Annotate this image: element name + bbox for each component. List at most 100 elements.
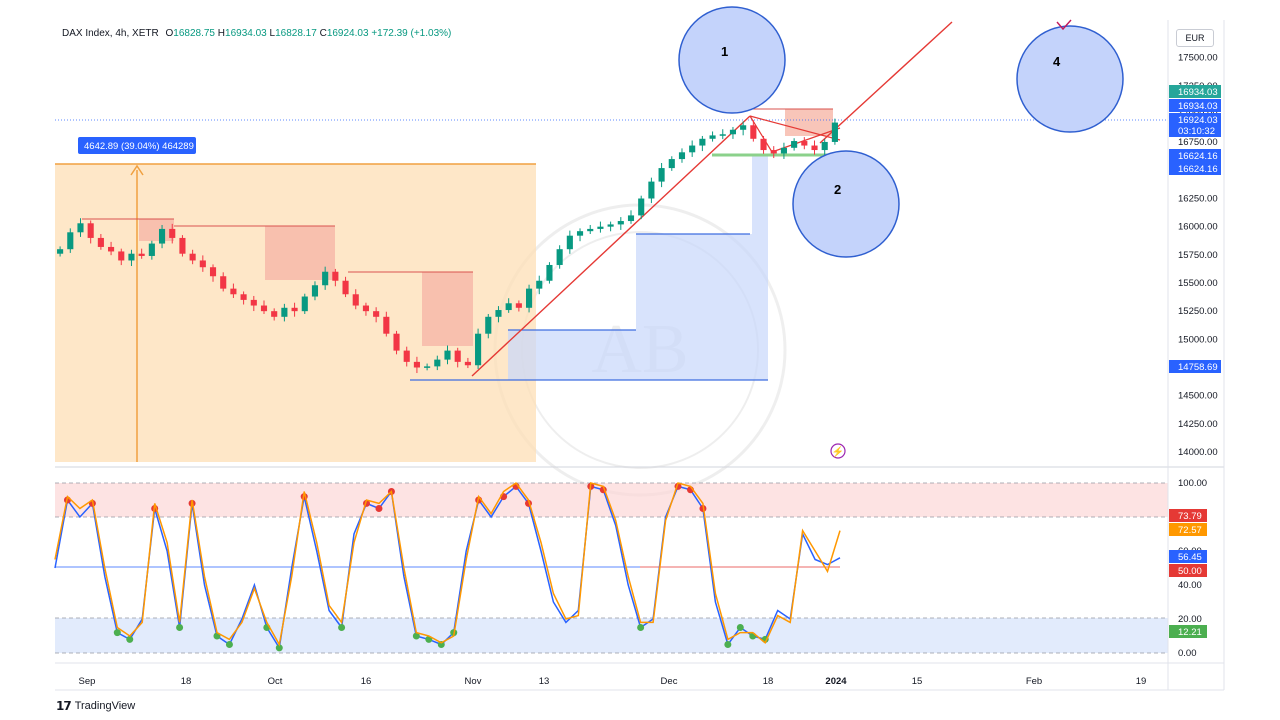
- candle-body: [699, 138, 706, 146]
- symbol-label[interactable]: DAX Index, 4h, XETR: [62, 28, 159, 39]
- stoch-label-bg: [1169, 550, 1207, 563]
- price-tick: 15750.00: [1178, 250, 1218, 261]
- candle-body: [760, 138, 767, 151]
- candle-body: [587, 228, 594, 232]
- time-tick: 18: [763, 676, 774, 687]
- open-key: O: [165, 28, 174, 39]
- candle-body: [740, 125, 747, 130]
- currency-button[interactable]: EUR: [1176, 29, 1214, 47]
- footer: 𝟭𝟳 TradingView: [56, 699, 135, 713]
- candle-body: [444, 350, 451, 360]
- low-value: 16828.17: [275, 28, 317, 39]
- oversold-marker: [176, 624, 184, 631]
- measure-label: 4642.89 (39.04%) 464289: [84, 141, 194, 152]
- price-tick: 16000.00: [1178, 222, 1218, 233]
- candle-body: [495, 310, 502, 317]
- time-tick: 15: [912, 676, 923, 687]
- brand-name[interactable]: TradingView: [74, 700, 136, 712]
- candle-body: [607, 224, 614, 227]
- price-tick: 16750.00: [1178, 137, 1218, 148]
- close-value: 16924.03: [326, 28, 369, 39]
- circle-annotation-2[interactable]: 2: [792, 150, 900, 258]
- candle-body: [373, 311, 380, 317]
- chart-header: DAX Index, 4h, XETR O16828.75 H16934.03 …: [62, 28, 451, 39]
- candle-body: [505, 303, 512, 311]
- candle-body: [393, 333, 400, 351]
- price-label-bg: [1169, 113, 1221, 126]
- price-label: 16934.03: [1178, 87, 1218, 98]
- tradingview-logo-icon[interactable]: 𝟭𝟳: [56, 699, 72, 713]
- candle-body: [821, 141, 828, 151]
- open-value: 16828.75: [173, 28, 215, 39]
- price-label: 03:10:32: [1178, 126, 1215, 137]
- candle-body: [709, 135, 716, 139]
- trendline-projection: [819, 21, 953, 144]
- candle-body: [658, 168, 665, 182]
- candle-body: [515, 303, 522, 308]
- circle-annotation-4[interactable]: 4: [1016, 25, 1124, 133]
- time-tick: 13: [539, 676, 550, 687]
- price-tick: 14250.00: [1178, 419, 1218, 430]
- stoch-labels: 73.79 72.57 56.45 50.00 12.21: [1169, 509, 1207, 638]
- change-value: +172.39 (+1.03%): [371, 28, 452, 39]
- stoch-d-line: [54, 481, 841, 647]
- candle-body: [678, 152, 686, 160]
- price-label-bg: [1169, 162, 1221, 175]
- measure-arrow-head: [130, 164, 144, 176]
- price-label: 16624.16: [1178, 151, 1218, 162]
- candle-body: [332, 271, 339, 281]
- oversold-marker: [113, 629, 121, 637]
- stoch-tick: 0.00: [1178, 648, 1197, 659]
- candle-body: [729, 129, 737, 135]
- candle-body: [291, 307, 298, 312]
- candle-body: [189, 253, 196, 261]
- candle-body: [220, 276, 227, 289]
- marker-check: [1056, 19, 1072, 31]
- price-tick: 17500.00: [1178, 53, 1218, 64]
- high-key: H: [217, 28, 226, 39]
- candle-body: [689, 145, 696, 153]
- candle-body: [648, 181, 655, 199]
- candle-body: [108, 246, 115, 252]
- lightning-icon[interactable]: ⚡: [830, 443, 846, 459]
- candle-body: [546, 264, 553, 281]
- candle-body: [240, 294, 247, 300]
- triangle-pattern-2: [749, 115, 841, 141]
- price-label: 14758.69: [1178, 362, 1218, 373]
- stochastic-series: [54, 481, 841, 652]
- overbought-marker: [375, 505, 383, 512]
- candle-body: [811, 145, 818, 151]
- candle-body: [627, 215, 635, 222]
- price-tick: 14000.00: [1178, 447, 1218, 458]
- measure-label-box: [78, 137, 196, 154]
- candle-body: [413, 361, 420, 368]
- svg-text:⚡: ⚡: [832, 445, 844, 458]
- oversold-marker: [126, 635, 134, 643]
- oversold-marker: [225, 641, 233, 648]
- supply-box-3: [422, 272, 473, 346]
- candle-body: [301, 296, 308, 312]
- circle-annotation-1[interactable]: 1: [678, 6, 786, 114]
- candle-body: [485, 316, 492, 334]
- candle-body: [271, 311, 278, 317]
- low-key: L: [269, 28, 276, 39]
- circle-label-4: 4: [1053, 54, 1061, 69]
- candle-body: [454, 350, 461, 362]
- candle-body: [199, 260, 206, 268]
- price-label-bg: [1169, 124, 1221, 137]
- stoch-label: 72.57: [1178, 525, 1202, 536]
- stoch-tick: 20.00: [1178, 614, 1202, 625]
- trendline-up: [471, 115, 751, 377]
- candle-body: [230, 288, 237, 295]
- oversold-marker: [338, 624, 346, 631]
- close-key: C: [319, 28, 327, 39]
- candle-body: [352, 294, 359, 306]
- candle-body: [362, 305, 369, 312]
- candle-body: [311, 285, 319, 297]
- stoch-label-bg: [1169, 523, 1207, 536]
- time-axis[interactable]: Sep 18 Oct 16 Nov 13 Dec 18 2024 15 Feb 19: [79, 676, 1147, 687]
- candle-body: [770, 150, 777, 154]
- supply-box-2: [265, 226, 335, 280]
